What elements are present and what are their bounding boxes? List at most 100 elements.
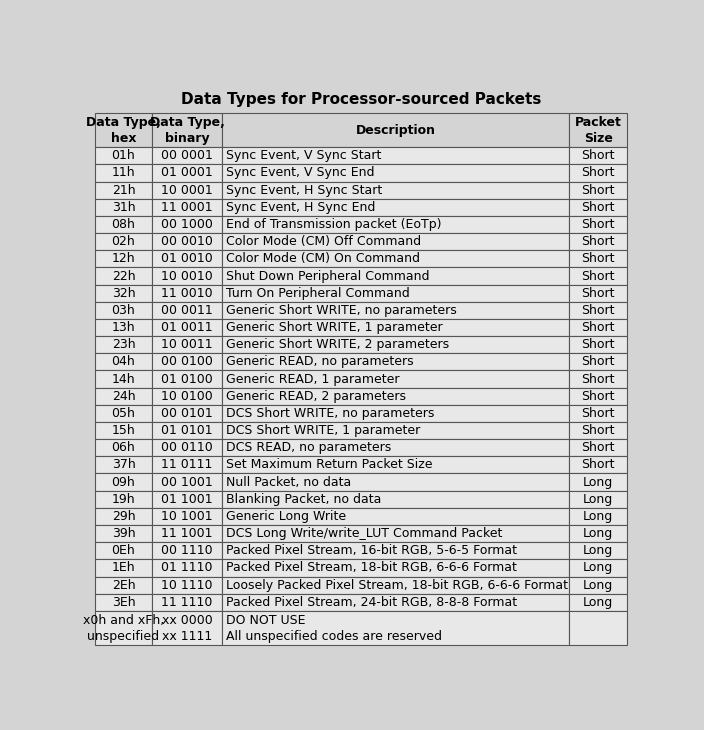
Bar (222, 388, 569, 405)
Bar (153, 353, 222, 370)
Text: Generic READ, no parameters: Generic READ, no parameters (226, 356, 414, 369)
Bar (153, 285, 222, 301)
Text: Generic READ, 2 parameters: Generic READ, 2 parameters (226, 390, 406, 403)
Bar (94, 525, 153, 542)
Bar (569, 559, 627, 577)
Text: Short: Short (582, 166, 615, 180)
Text: 00 1001: 00 1001 (161, 475, 213, 488)
Bar (222, 456, 569, 474)
Bar (153, 405, 222, 422)
Bar (222, 113, 569, 147)
Text: 11 1001: 11 1001 (161, 527, 213, 540)
Bar (153, 456, 222, 474)
Bar (153, 577, 222, 593)
Text: Sync Event, V Sync Start: Sync Event, V Sync Start (226, 150, 382, 162)
Bar (569, 422, 627, 439)
Bar (94, 267, 153, 285)
Text: 00 0101: 00 0101 (161, 407, 213, 420)
Bar (222, 319, 569, 336)
Bar (153, 113, 222, 147)
Bar (94, 611, 153, 645)
Bar (222, 353, 569, 370)
Bar (153, 336, 222, 353)
Bar (153, 164, 222, 182)
Bar (569, 250, 627, 267)
Bar (222, 301, 569, 319)
Text: Short: Short (582, 269, 615, 283)
Text: Data Types for Processor-sourced Packets: Data Types for Processor-sourced Packets (181, 93, 541, 107)
Text: 23h: 23h (112, 338, 135, 351)
Text: Null Packet, no data: Null Packet, no data (226, 475, 351, 488)
Text: Short: Short (582, 321, 615, 334)
Bar (153, 267, 222, 285)
Text: Turn On Peripheral Command: Turn On Peripheral Command (226, 287, 410, 300)
Bar (153, 216, 222, 233)
Bar (94, 147, 153, 164)
Text: 11h: 11h (112, 166, 135, 180)
Bar (153, 319, 222, 336)
Text: 31h: 31h (112, 201, 135, 214)
Text: 24h: 24h (112, 390, 135, 403)
Text: 39h: 39h (112, 527, 135, 540)
Text: 29h: 29h (112, 510, 135, 523)
Bar (222, 164, 569, 182)
Text: 01 0100: 01 0100 (161, 372, 213, 385)
Text: Data Type,
hex: Data Type, hex (86, 115, 161, 145)
Bar (94, 199, 153, 216)
Text: 11 0010: 11 0010 (161, 287, 213, 300)
Text: Generic Long Write: Generic Long Write (226, 510, 346, 523)
Text: 02h: 02h (112, 235, 135, 248)
Text: Short: Short (582, 441, 615, 454)
Bar (94, 319, 153, 336)
Bar (569, 301, 627, 319)
Bar (94, 439, 153, 456)
Bar (153, 474, 222, 491)
Text: 00 1000: 00 1000 (161, 218, 213, 231)
Bar (153, 388, 222, 405)
Text: Short: Short (582, 287, 615, 300)
Text: Packed Pixel Stream, 18-bit RGB, 6-6-6 Format: Packed Pixel Stream, 18-bit RGB, 6-6-6 F… (226, 561, 517, 575)
Bar (222, 593, 569, 611)
Bar (222, 405, 569, 422)
Bar (569, 439, 627, 456)
Bar (153, 525, 222, 542)
Bar (153, 182, 222, 199)
Bar (94, 233, 153, 250)
Bar (94, 353, 153, 370)
Text: 00 0110: 00 0110 (161, 441, 213, 454)
Bar (222, 250, 569, 267)
Text: 10 1110: 10 1110 (161, 579, 213, 591)
Text: Generic Short WRITE, 2 parameters: Generic Short WRITE, 2 parameters (226, 338, 449, 351)
Bar (153, 301, 222, 319)
Text: Description: Description (356, 123, 436, 137)
Bar (94, 405, 153, 422)
Text: Long: Long (583, 510, 613, 523)
Text: 15h: 15h (112, 424, 135, 437)
Text: Packed Pixel Stream, 24-bit RGB, 8-8-8 Format: Packed Pixel Stream, 24-bit RGB, 8-8-8 F… (226, 596, 517, 609)
Text: 10 0100: 10 0100 (161, 390, 213, 403)
Text: Color Mode (CM) On Command: Color Mode (CM) On Command (226, 253, 420, 265)
Text: Short: Short (582, 356, 615, 369)
Text: 01 1110: 01 1110 (161, 561, 213, 575)
Bar (222, 422, 569, 439)
Bar (222, 233, 569, 250)
Bar (569, 199, 627, 216)
Text: 03h: 03h (112, 304, 135, 317)
Bar (94, 559, 153, 577)
Bar (569, 491, 627, 508)
Text: 14h: 14h (112, 372, 135, 385)
Text: Short: Short (582, 372, 615, 385)
Bar (153, 593, 222, 611)
Bar (94, 474, 153, 491)
Bar (153, 611, 222, 645)
Text: Set Maximum Return Packet Size: Set Maximum Return Packet Size (226, 458, 433, 472)
Bar (569, 216, 627, 233)
Bar (94, 491, 153, 508)
Text: 0Eh: 0Eh (112, 545, 135, 557)
Text: Long: Long (583, 596, 613, 609)
Text: Short: Short (582, 304, 615, 317)
Text: Packed Pixel Stream, 16-bit RGB, 5-6-5 Format: Packed Pixel Stream, 16-bit RGB, 5-6-5 F… (226, 545, 517, 557)
Bar (94, 542, 153, 559)
Text: Sync Event, H Sync Start: Sync Event, H Sync Start (226, 184, 382, 196)
Bar (569, 508, 627, 525)
